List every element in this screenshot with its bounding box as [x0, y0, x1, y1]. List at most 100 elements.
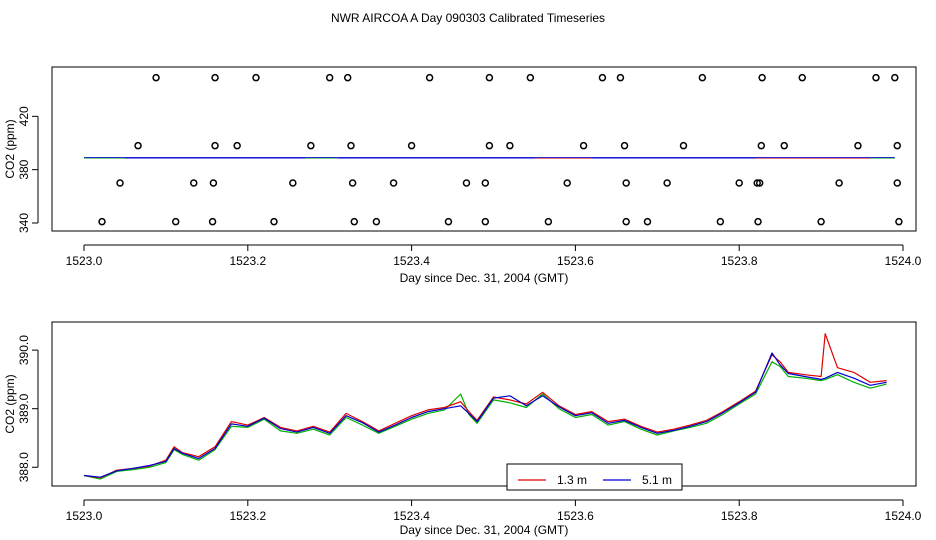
calibration-point — [462, 179, 471, 187]
calibration-point — [481, 217, 490, 226]
calibration-point — [753, 179, 761, 187]
bottom-x-tick-label: 1524.0 — [885, 509, 922, 523]
top-plot-frame — [51, 66, 917, 232]
calibration-point — [152, 73, 160, 82]
top-x-tick-label: 1524.0 — [885, 254, 922, 268]
calibration-point — [698, 73, 707, 82]
calibration-point — [893, 141, 902, 150]
calibration-point — [891, 73, 899, 82]
top-y-tick-label: 420 — [17, 106, 31, 126]
bottom-x-axis-label: Day since Dec. 31, 2004 (GMT) — [400, 523, 569, 537]
calibration-point — [735, 179, 743, 187]
top-y-tick-label: 380 — [17, 159, 31, 179]
calibration-point — [757, 141, 766, 150]
calibration-point — [407, 141, 416, 150]
calibration-point — [208, 217, 217, 226]
calibration-point — [134, 141, 142, 150]
top-y-axis-label: CO2 (ppm) — [3, 119, 17, 178]
calibration-point — [755, 179, 764, 187]
calibration-point — [189, 179, 198, 187]
calibration-point — [754, 217, 762, 226]
calibration-point — [758, 73, 766, 82]
calibration-point — [872, 73, 880, 82]
top-y-tick-label: 340 — [17, 213, 31, 233]
bottom-x-axis: 1523.0 1523.2 1523.4 1523.6 1523.8 1524.0 — [66, 499, 922, 523]
calibration-point — [895, 217, 903, 226]
top-y-axis: 340 380 420 — [17, 106, 39, 233]
legend-label-2: 5.1 m — [642, 473, 672, 487]
calibration-point — [481, 179, 490, 187]
calibration-point — [98, 217, 106, 226]
calibration-point — [307, 141, 315, 150]
calibration-point — [444, 217, 453, 226]
calibration-point — [425, 73, 434, 82]
calibration-point — [350, 217, 359, 226]
calibration-point — [233, 141, 241, 150]
bottom-y-tick-label: 390.0 — [17, 335, 31, 365]
calibration-point — [622, 179, 630, 187]
calibration-point — [485, 141, 494, 150]
calibration-point — [835, 179, 843, 187]
calibration-point — [598, 73, 607, 82]
top-panel: 1523.0 1523.2 1523.4 1523.6 1523.8 1524.0 340… — [3, 66, 922, 285]
calibration-point — [616, 73, 625, 82]
calibration-point — [343, 73, 352, 82]
calibration-point — [270, 217, 278, 226]
calibration-point — [116, 179, 124, 187]
bottom-plot-content — [83, 333, 887, 480]
top-x-tick-label: 1523.8 — [721, 254, 758, 268]
calibration-point — [211, 73, 219, 82]
calibration-point — [798, 73, 807, 82]
calibration-point — [325, 73, 334, 82]
bottom-plot-frame — [51, 321, 917, 487]
calibration-point — [817, 217, 825, 226]
calibration-point — [252, 73, 260, 82]
top-x-tick-label: 1523.0 — [66, 254, 103, 268]
calibration-point — [679, 141, 688, 150]
bottom-x-tick-label: 1523.4 — [393, 509, 430, 523]
bottom-panel: 1523.0 1523.2 1523.4 1523.6 1523.8 1524.0 388… — [3, 321, 922, 537]
bottom-x-tick-label: 1523.8 — [721, 509, 758, 523]
bottom-x-tick-label: 1523.0 — [66, 509, 103, 523]
series-line-5-1m — [83, 352, 887, 478]
calibration-point — [716, 217, 725, 226]
bottom-y-axis: 388.0 389.0 390.0 — [17, 335, 39, 482]
calibration-point — [506, 141, 514, 150]
calibration-point — [663, 179, 671, 187]
bottom-x-tick-label: 1523.2 — [229, 509, 266, 523]
chart-title: NWR AIRCOA A Day 090303 Calibrated Times… — [331, 11, 605, 25]
top-x-tick-label: 1523.2 — [229, 254, 266, 268]
top-x-tick-label: 1523.4 — [393, 254, 430, 268]
calibration-point — [563, 179, 571, 187]
calibration-point — [854, 141, 862, 150]
calibration-point — [289, 179, 297, 187]
calibration-point — [211, 141, 219, 150]
bottom-x-tick-label: 1523.6 — [557, 509, 594, 523]
calibration-point — [893, 179, 902, 187]
top-x-axis-label: Day since Dec. 31, 2004 (GMT) — [400, 271, 569, 285]
bottom-y-tick-label: 389.0 — [17, 393, 31, 423]
top-x-tick-label: 1523.6 — [557, 254, 594, 268]
calibration-point — [526, 73, 535, 82]
calibration-point — [579, 141, 588, 150]
calibration-point — [348, 179, 357, 187]
calibration-point — [389, 179, 398, 187]
calibration-point — [347, 141, 355, 150]
calibration-point — [171, 217, 180, 226]
series-line-green — [83, 361, 887, 480]
calibration-point — [622, 217, 630, 226]
legend-label-1: 1.3 m — [557, 473, 587, 487]
calibration-point — [643, 217, 652, 226]
legend-box — [506, 463, 683, 491]
calibration-point — [620, 141, 629, 150]
calibration-point — [485, 73, 494, 82]
bottom-y-tick-label: 388.0 — [17, 452, 31, 482]
top-x-axis: 1523.0 1523.2 1523.4 1523.6 1523.8 1524.0 — [66, 244, 922, 268]
calibration-point — [544, 217, 553, 226]
calibration-point — [372, 217, 381, 226]
top-plot-content — [84, 73, 903, 226]
bottom-y-axis-label: CO2 (ppm) — [3, 374, 17, 433]
legend: 1.3 m 5.1 m — [506, 463, 683, 491]
calibration-point — [209, 179, 218, 187]
